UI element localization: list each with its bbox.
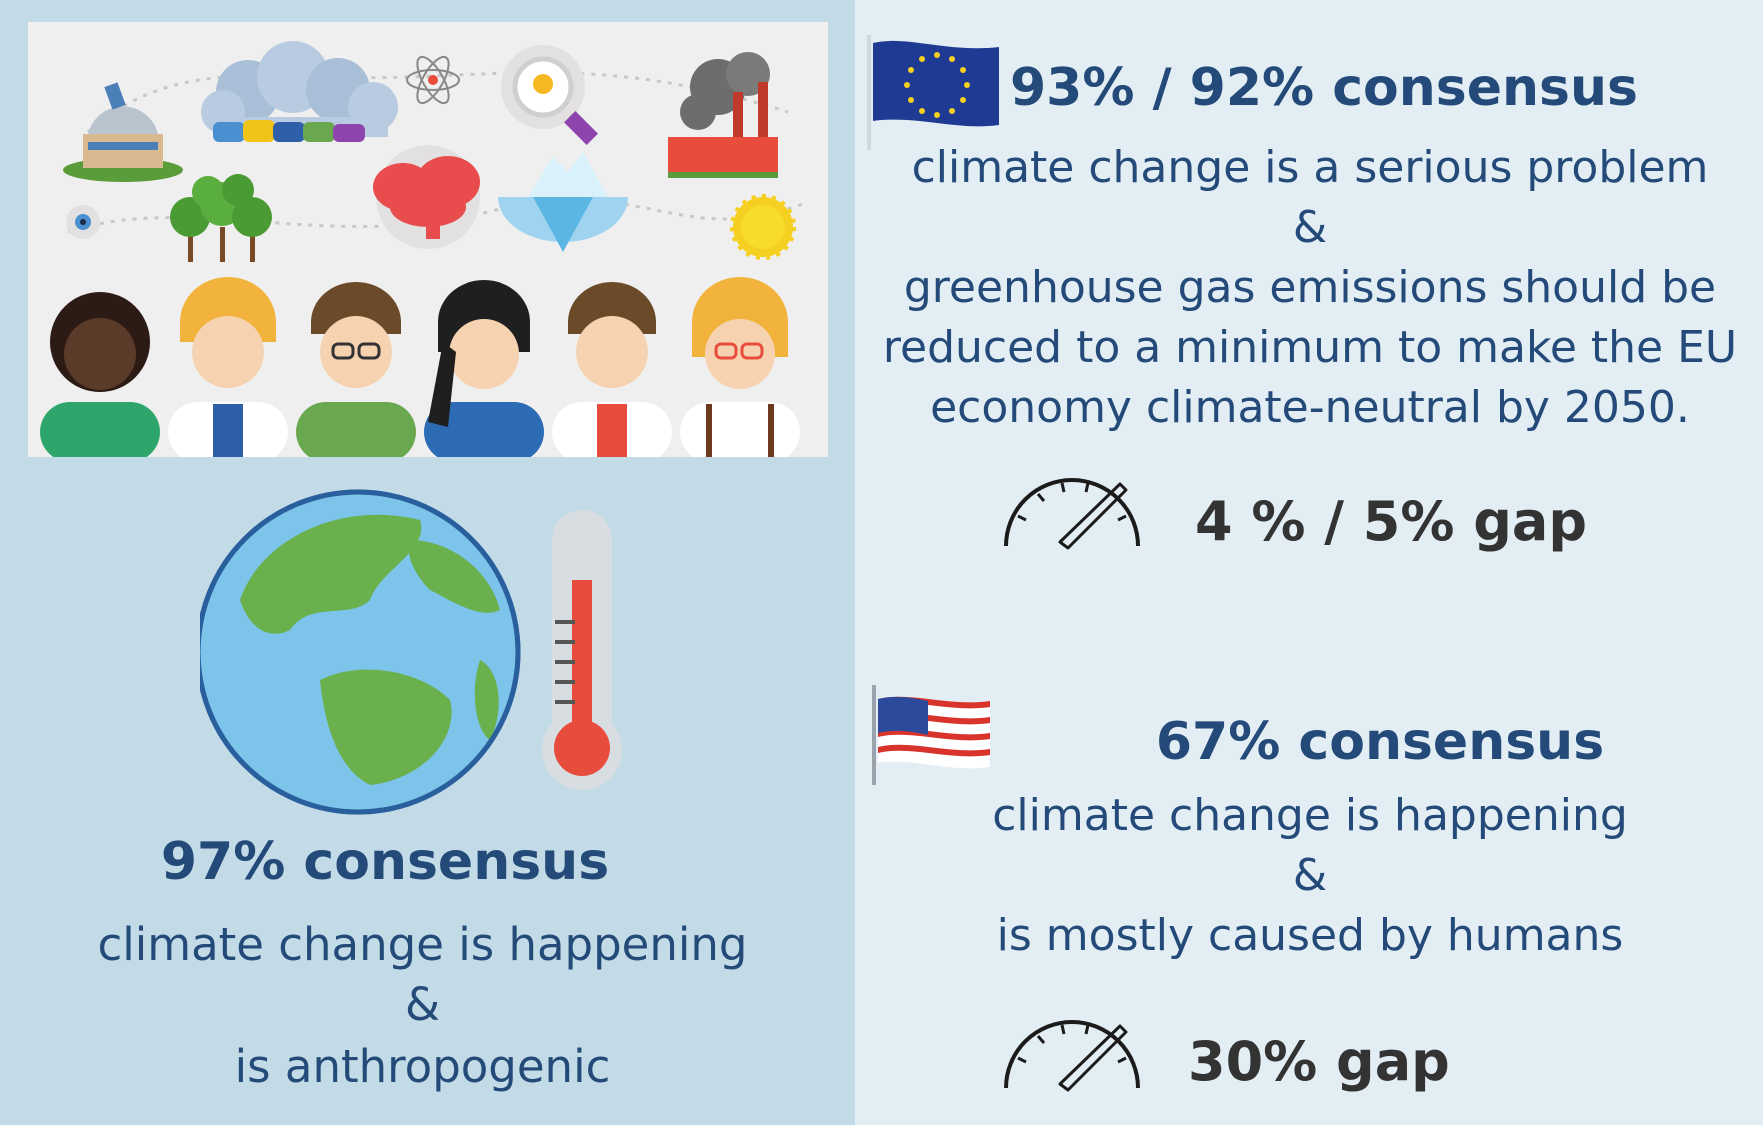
us-consensus-line: is mostly caused by humans (996, 910, 1624, 961)
globe-thermometer-art (200, 480, 660, 820)
iceberg-icon (498, 152, 628, 252)
people-group (40, 277, 800, 457)
observatory-icon (63, 82, 183, 182)
speedometer-icon (1000, 1010, 1145, 1092)
eu-consensus-line: greenhouse gas emissions should be (903, 262, 1717, 313)
world-consensus-line: & (404, 978, 441, 1031)
magnifier-icon (501, 45, 598, 145)
cloud-cars-icon (201, 41, 398, 142)
eu-consensus-heading: 93% / 92% consensus (1010, 58, 1638, 118)
earth-globe-icon (200, 489, 521, 815)
eye-icon (66, 205, 100, 239)
eu-consensus-line: & (1292, 202, 1328, 253)
us-consensus-line: climate change is happening (992, 790, 1628, 841)
factory-icon (668, 52, 778, 178)
scientists-illustration (28, 22, 828, 457)
eu-gap-label: 4 % / 5% gap (1195, 490, 1588, 553)
sun-icon (730, 194, 796, 260)
eu-consensus-line: climate change is a serious problem (911, 142, 1709, 193)
us-gap-label: 30% gap (1188, 1030, 1450, 1093)
eu-consensus-line: economy climate-neutral by 2050. (930, 382, 1690, 433)
world-consensus-line: is anthropogenic (234, 1040, 611, 1093)
world-consensus-heading: 97% consensus (160, 832, 610, 892)
eu-consensus-line: reduced to a minimum to make the EU (882, 322, 1738, 373)
speedometer-icon (1000, 468, 1145, 550)
right-panel (855, 0, 1763, 1125)
atom-icon (406, 55, 460, 105)
world-consensus-line: climate change is happening (97, 918, 748, 971)
us-consensus-heading: 67% consensus (1155, 712, 1605, 772)
us-flag-icon (850, 685, 995, 785)
brain-icon (373, 145, 480, 249)
us-consensus-line: & (1292, 850, 1328, 901)
thermometer-icon (542, 510, 622, 790)
trees-icon (170, 174, 272, 262)
eu-flag-icon (867, 35, 1007, 150)
